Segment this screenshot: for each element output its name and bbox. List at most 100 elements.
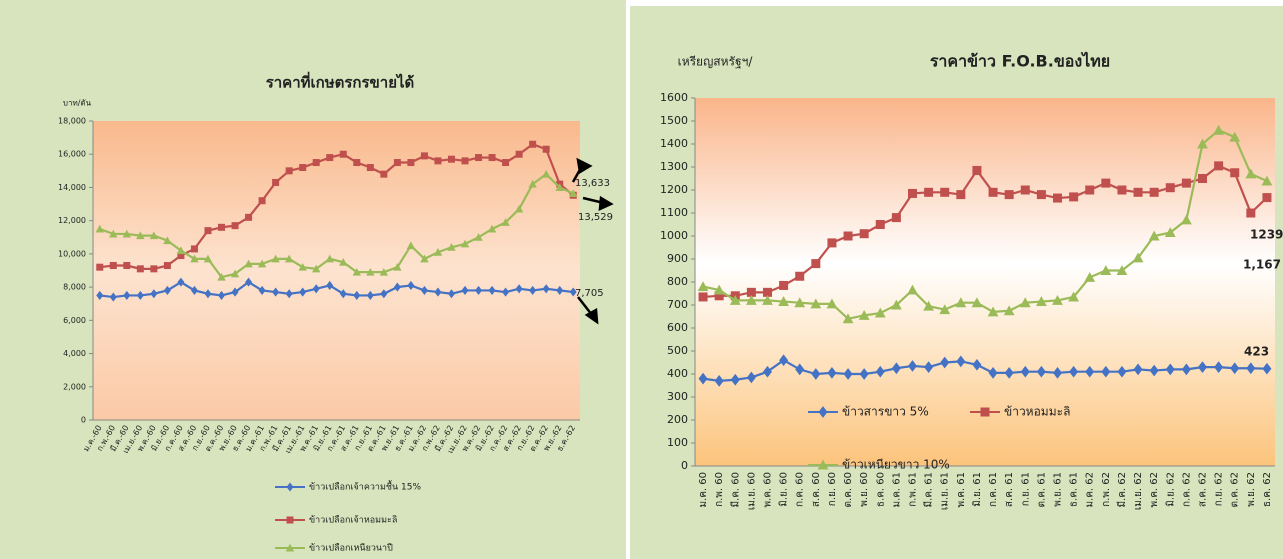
marker [218,223,226,231]
marker [1213,124,1225,135]
y-tick-label: 4,000 [63,349,86,358]
marker [420,285,428,295]
marker [542,145,550,153]
y-tick-label: 1000 [660,229,688,242]
marker [136,231,145,240]
marker [528,179,537,188]
marker [407,159,415,167]
marker [924,187,934,197]
marker [203,254,213,263]
marker [875,365,885,378]
x-tick-label: ก.ย. 60 [827,472,838,506]
y-tick-label: 16,000 [58,150,86,159]
x-tick-label: ก.ย. 62 [1214,472,1225,506]
marker [109,292,117,302]
y-tick-label: 200 [667,413,688,426]
marker [258,197,266,205]
marker [908,188,917,198]
marker [366,267,375,276]
marker [150,265,158,273]
marker [1149,364,1159,377]
marker [1180,214,1192,225]
marker [1133,363,1143,376]
marker [940,356,950,369]
y-tick-label: 8,000 [63,283,86,292]
marker [286,516,294,524]
marker [204,289,212,299]
marker [1004,367,1014,379]
marker [843,368,853,380]
marker [190,285,198,295]
marker [714,375,724,387]
plot-area [93,121,580,420]
marker [1132,252,1144,263]
marker [122,229,132,238]
marker [746,287,756,297]
x-tick-label: ธ.ค. 60 [875,472,886,507]
marker [1069,192,1079,202]
marker [1069,365,1079,378]
marker [502,159,510,167]
marker [1246,208,1256,218]
x-tick-label: มิ.ย. 61 [972,472,983,507]
marker [875,220,885,229]
marker [827,367,837,379]
marker [1181,363,1191,376]
x-tick-label: มี.ค. 62 [1116,472,1128,508]
y-tick-label: 14,000 [58,183,86,192]
marker [258,285,266,295]
x-tick-label: ธ.ค. 61 [1069,472,1080,507]
marker [988,187,998,197]
marker [312,159,320,167]
marker [971,297,983,308]
marker [299,164,307,172]
marker [529,140,537,148]
marker [1229,131,1241,142]
marker [366,164,374,172]
x-tick-label: ต.ค. 62 [1230,472,1241,507]
marker [285,167,293,175]
marker [713,284,725,295]
marker [1116,265,1128,275]
marker [795,271,805,281]
marker [924,361,934,373]
marker [447,289,455,299]
marker [529,285,537,295]
marker [779,354,789,367]
marker [1101,178,1111,188]
y-tick-label: 1400 [660,137,688,150]
marker [1004,190,1014,200]
x-tick-label: ม.ค. 62 [1085,472,1096,508]
marker [474,233,483,241]
marker [1020,185,1030,195]
marker [339,289,347,299]
marker [956,355,966,368]
x-tick-label: เม.ย. 62 [1133,472,1144,510]
marker [1133,187,1143,197]
marker [1053,367,1062,379]
marker [325,254,334,263]
x-tick-label: ก.พ. 60 [714,472,725,507]
marker [487,224,497,233]
marker [1101,365,1111,378]
marker [514,204,524,213]
marker [123,290,131,300]
y-tick-label: 0 [681,459,688,472]
marker [890,299,902,310]
marker [923,300,935,311]
y-tick-label: 1200 [660,183,688,196]
marker [762,295,773,305]
series-line [99,172,574,279]
marker [939,304,951,315]
marker [298,262,307,271]
y-tick-label: 12,000 [58,216,86,225]
marker [339,257,348,266]
legend-label: ข้าวสารขาว 5% [842,405,929,419]
marker [366,290,374,300]
marker [515,284,523,294]
x-tick-label: ก.ค. 61 [988,472,999,507]
marker [245,213,253,221]
marker [1019,297,1031,308]
marker [284,254,294,263]
y-tick-label: 600 [667,321,688,334]
